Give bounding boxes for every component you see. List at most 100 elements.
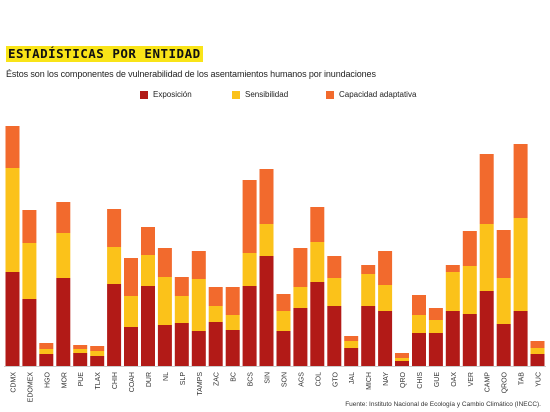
- bar-capacidad-qroo: [496, 230, 511, 278]
- bar-exposicion-tlax: [90, 356, 105, 366]
- bar-sensibilidad-bc: [225, 315, 240, 330]
- x-tick-label-sin: SIN: [265, 372, 272, 384]
- x-tick-label-jal: JAL: [349, 372, 356, 384]
- bar-capacidad-gue: [428, 308, 443, 320]
- bar-exposicion-hgo: [39, 354, 54, 366]
- bar-capacidad-slp: [174, 277, 189, 296]
- x-tick-label-qroo: QROO: [502, 371, 509, 393]
- bar-sensibilidad-pue: [73, 349, 88, 353]
- bar-capacidad-sin: [259, 169, 274, 224]
- bar-exposicion-jal: [344, 348, 359, 366]
- bar-sensibilidad-ags: [293, 287, 308, 308]
- bar-sensibilidad-ver: [462, 266, 477, 314]
- bar-exposicion-mich: [361, 306, 376, 366]
- bar-exposicion-gto: [327, 306, 342, 366]
- bar-exposicion-cdmx: [5, 272, 20, 366]
- bar-exposicion-qro: [395, 361, 409, 366]
- bar-sensibilidad-oax: [445, 272, 460, 311]
- source-note: Fuente: Instituto Nacional de Ecología y…: [345, 401, 541, 408]
- bar-sensibilidad-hgo: [39, 349, 54, 354]
- bar-sensibilidad-jal: [344, 341, 359, 348]
- x-tick-label-nay: NAY: [383, 372, 390, 386]
- bar-capacidad-edomex: [22, 210, 37, 243]
- bar-capacidad-pue: [73, 345, 88, 349]
- x-tick-label-tab: TAB: [519, 372, 526, 385]
- bar-exposicion-col: [310, 282, 325, 366]
- bar-capacidad-col: [310, 207, 325, 242]
- x-tick-label-gue: GUE: [434, 372, 441, 388]
- bar-exposicion-zac: [208, 322, 223, 366]
- bar-capacidad-nay: [378, 251, 393, 285]
- bar-capacidad-dur: [141, 227, 155, 255]
- bar-sensibilidad-edomex: [22, 243, 37, 299]
- bar-sensibilidad-tamps: [191, 279, 206, 331]
- x-tick-label-mich: MICH: [366, 372, 373, 390]
- bar-exposicion-gue: [428, 333, 443, 366]
- x-tick-label-coah: COAH: [129, 372, 136, 392]
- bar-sensibilidad-camp: [479, 224, 494, 291]
- bar-capacidad-mich: [361, 265, 376, 274]
- x-tick-label-zac: ZAC: [214, 372, 221, 386]
- bar-sensibilidad-qro: [395, 358, 409, 361]
- x-tick-label-edomex: EDOMEX: [27, 372, 34, 403]
- bar-capacidad-bc: [225, 287, 240, 315]
- bar-capacidad-son: [276, 294, 291, 311]
- bar-sensibilidad-yuc: [530, 348, 545, 354]
- x-tick-label-mor: MOR: [61, 372, 68, 388]
- x-tick-label-oax: OAX: [451, 372, 458, 387]
- bar-capacidad-tlax: [90, 346, 105, 351]
- bar-exposicion-pue: [73, 353, 88, 366]
- x-tick-label-nl: NL: [163, 372, 170, 381]
- bar-sensibilidad-slp: [174, 296, 189, 323]
- bar-exposicion-ags: [293, 308, 308, 366]
- bar-exposicion-slp: [174, 323, 189, 366]
- legend-swatch-capacidad: [326, 90, 334, 99]
- x-tick-label-pue: PUE: [78, 372, 85, 387]
- x-tick-label-tamps: TAMPS: [197, 372, 204, 396]
- x-tick-label-son: SON: [282, 372, 289, 387]
- bar-exposicion-sin: [259, 256, 274, 366]
- x-tick-label-ags: AGS: [298, 372, 305, 387]
- bar-exposicion-coah: [124, 327, 138, 366]
- x-tick-label-col: COL: [315, 372, 322, 387]
- x-tick-label-bcs: BCS: [248, 372, 255, 387]
- bar-exposicion-edomex: [22, 299, 37, 366]
- bar-sensibilidad-chis: [412, 315, 426, 333]
- bar-capacidad-qro: [395, 353, 409, 358]
- x-tick-label-cdmx: CDMX: [11, 372, 18, 393]
- x-tick-label-chih: CHIH: [112, 372, 119, 389]
- bar-sensibilidad-dur: [141, 255, 155, 286]
- bar-sensibilidad-nay: [378, 285, 393, 311]
- bar-exposicion-camp: [479, 291, 494, 366]
- bar-capacidad-camp: [479, 154, 494, 224]
- x-tick-label-ver: VER: [468, 372, 475, 386]
- legend-swatch-exposicion: [140, 90, 148, 99]
- legend-label-exposicion: Exposición: [153, 90, 192, 99]
- bar-sensibilidad-cdmx: [5, 168, 20, 272]
- bar-sensibilidad-col: [310, 242, 325, 282]
- bar-exposicion-ver: [462, 314, 477, 366]
- legend: Exposición Sensibilidad Capacidad adapta…: [0, 90, 550, 104]
- bar-sensibilidad-coah: [124, 296, 138, 327]
- x-tick-label-yuc: YUC: [536, 372, 543, 387]
- bar-sensibilidad-chih: [107, 247, 122, 284]
- x-tick-label-hgo: HGO: [44, 371, 51, 388]
- bar-sensibilidad-mor: [56, 233, 71, 278]
- bar-capacidad-ags: [293, 248, 308, 287]
- bar-capacidad-mor: [56, 202, 71, 233]
- bar-exposicion-dur: [141, 286, 155, 366]
- x-tick-label-gto: GTO: [332, 371, 339, 387]
- bar-exposicion-mor: [56, 278, 71, 366]
- x-tick-label-slp: SLP: [180, 372, 187, 386]
- bar-capacidad-oax: [445, 265, 460, 272]
- bar-capacidad-jal: [344, 336, 359, 341]
- bar-capacidad-zac: [208, 287, 223, 306]
- bar-sensibilidad-gue: [428, 320, 443, 333]
- bar-capacidad-nl: [157, 248, 172, 277]
- bar-capacidad-tamps: [191, 251, 206, 279]
- legend-item-sensibilidad: Sensibilidad: [232, 90, 288, 99]
- bar-sensibilidad-zac: [208, 306, 223, 322]
- bar-exposicion-bc: [225, 330, 240, 366]
- bar-capacidad-ver: [462, 231, 477, 266]
- bar-capacidad-coah: [124, 258, 138, 296]
